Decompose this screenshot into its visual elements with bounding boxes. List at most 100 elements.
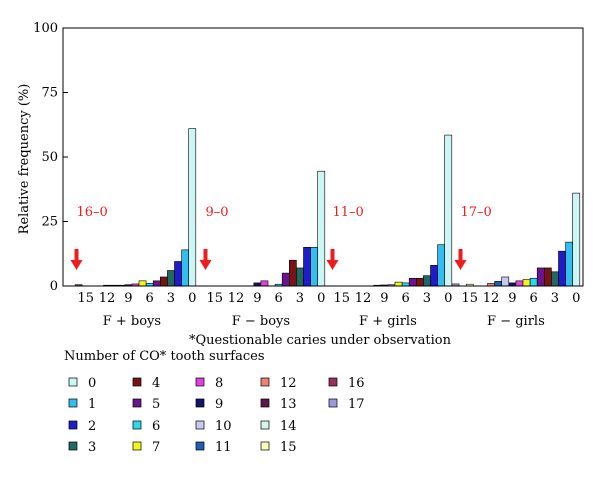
x-tick-label: 12 — [99, 291, 116, 306]
bar — [394, 281, 403, 287]
bar — [167, 270, 175, 287]
legend-label: 16 — [348, 376, 365, 391]
legend-label: 1 — [88, 397, 96, 412]
x-tick-label: 3 — [423, 291, 431, 306]
y-tick-label: 50 — [41, 150, 58, 165]
group-annotation: 11–0 — [333, 205, 364, 220]
x-tick-label: 6 — [530, 291, 538, 306]
legend-label: 7 — [152, 440, 160, 455]
legend-swatch — [68, 377, 78, 387]
legend-swatch — [195, 441, 205, 451]
bar — [181, 249, 190, 287]
legend-label: 14 — [280, 419, 297, 434]
arrow-head — [454, 260, 467, 270]
bar — [296, 267, 304, 287]
legend-swatch — [68, 398, 78, 408]
legend-label: 0 — [88, 376, 96, 391]
bar — [430, 265, 438, 287]
bar — [152, 280, 161, 287]
legend-label: 2 — [88, 419, 96, 434]
group-label: F + girls — [359, 314, 417, 329]
bar — [543, 267, 552, 287]
bar — [529, 277, 538, 287]
x-tick-label: 9 — [380, 291, 388, 306]
bar — [522, 279, 531, 287]
legend-label: 5 — [152, 397, 160, 412]
x-tick-label: 0 — [572, 291, 580, 306]
x-tick-label: 15 — [77, 291, 94, 306]
bar — [415, 277, 424, 287]
x-tick-label: 0 — [444, 291, 452, 306]
x-tick-label: 9 — [508, 291, 516, 306]
legend-swatch — [260, 377, 270, 387]
arrow-head — [70, 260, 83, 270]
legend-label: 9 — [215, 397, 223, 412]
bar — [138, 280, 147, 287]
arrow-head — [199, 260, 212, 270]
bar — [281, 272, 290, 287]
group-label: F + boys — [103, 314, 161, 329]
legend-swatch — [195, 377, 205, 387]
y-axis-label: Relative frequency (%) — [17, 84, 32, 235]
arrow-shaft — [330, 249, 335, 262]
x-tick-label: 3 — [296, 291, 304, 306]
x-tick-label: 3 — [167, 291, 175, 306]
y-ticks: 0 25 50 75 100 — [33, 21, 68, 294]
legend-swatch — [260, 441, 270, 451]
x-tick-label: 6 — [146, 291, 154, 306]
legend-label: 17 — [348, 397, 365, 412]
legend-label: 8 — [215, 376, 223, 391]
group-label: F − boys — [232, 314, 290, 329]
x-tick-label: 0 — [188, 291, 196, 306]
bar — [160, 276, 168, 287]
bar — [437, 244, 446, 287]
bar — [423, 275, 431, 287]
bar — [408, 277, 417, 287]
x-tick-label: 9 — [124, 291, 132, 306]
arrow-head — [326, 260, 339, 270]
x-tick-label: 9 — [253, 291, 261, 306]
legend-swatch — [68, 441, 78, 451]
bar — [494, 281, 503, 287]
arrow-shaft — [74, 249, 79, 262]
bar — [444, 134, 453, 287]
x-tick-label: 6 — [275, 291, 283, 306]
legend-swatch — [195, 420, 205, 430]
y-tick-label: 100 — [33, 21, 58, 36]
legend-label: 6 — [152, 419, 160, 434]
arrow-shaft — [458, 249, 463, 262]
x-tick-label: 6 — [402, 291, 410, 306]
legend-swatch — [132, 377, 142, 387]
bar — [317, 170, 326, 287]
y-tick-label: 0 — [50, 279, 58, 294]
bar — [565, 241, 573, 287]
group-annotation: 17–0 — [461, 205, 492, 220]
plot-frame — [62, 27, 584, 287]
legend-label: 12 — [280, 376, 297, 391]
legend-swatch — [68, 420, 78, 430]
legend-swatch — [260, 420, 270, 430]
legend-label: 11 — [215, 440, 232, 455]
bars — [74, 128, 581, 287]
x-tick-label: 12 — [228, 291, 245, 306]
y-tick-label: 75 — [41, 86, 58, 101]
legend-label: 3 — [88, 440, 96, 455]
group-annotation: 9–0 — [206, 205, 229, 220]
bar — [551, 271, 559, 287]
legend-swatch — [260, 398, 270, 408]
legend-label: 15 — [280, 440, 297, 455]
legend-label: 13 — [280, 397, 297, 412]
bar — [515, 280, 524, 287]
bar — [303, 247, 311, 287]
bar — [310, 247, 319, 287]
annotations: 16–0 9–0 11–0 17–0 — [70, 205, 492, 270]
bar — [188, 128, 197, 287]
x-tick-label: 15 — [461, 291, 478, 306]
group-label: F − girls — [487, 314, 545, 329]
x-tick-label: 15 — [333, 291, 350, 306]
bar — [260, 280, 269, 287]
x-tick-label: 12 — [483, 291, 500, 306]
bar — [288, 259, 297, 287]
